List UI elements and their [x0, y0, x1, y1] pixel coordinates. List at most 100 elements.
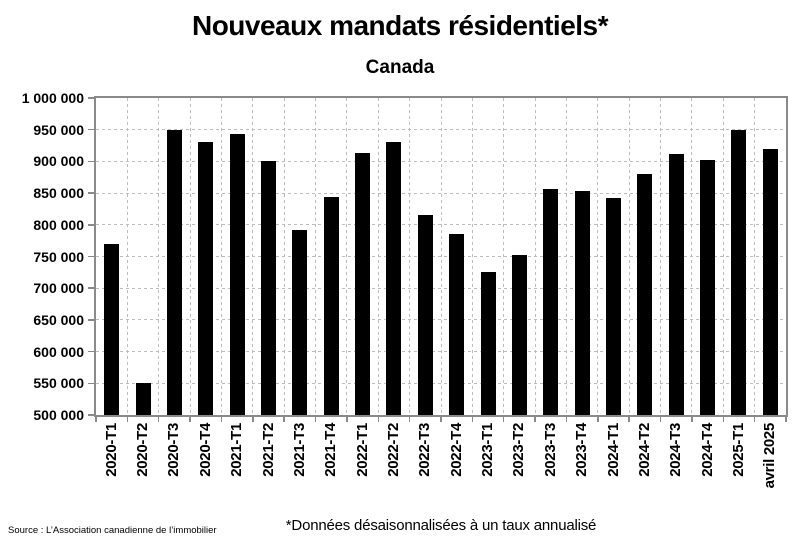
x-axis-tick-label: avril 2025 — [761, 423, 779, 489]
x-axis-tick-label: 2021-T2 — [259, 423, 277, 477]
x-axis-tick — [785, 417, 787, 422]
source-note: Source : L’Association canadienne de l’i… — [8, 525, 217, 536]
gridline-vertical — [409, 98, 411, 415]
gridline-vertical — [346, 98, 348, 415]
bar-2022-T2 — [386, 141, 402, 415]
x-axis-tick — [377, 417, 380, 422]
plot-area — [94, 96, 788, 417]
gridline-vertical — [440, 98, 442, 415]
x-axis-tick-label: 2024-T2 — [635, 423, 653, 477]
x-axis-tick — [691, 417, 693, 422]
x-axis-tick-label: 2024-T3 — [667, 423, 685, 477]
x-axis-tick — [722, 417, 725, 422]
y-axis-tick — [88, 255, 94, 258]
bar-2021-T2 — [261, 161, 276, 415]
bar-2020-T3 — [166, 130, 182, 415]
gridline-vertical — [565, 98, 567, 415]
x-axis-tick — [157, 417, 160, 422]
gridline-vertical — [283, 98, 285, 415]
bar-2024-T3 — [668, 153, 684, 415]
bar-2020-T1 — [104, 244, 120, 415]
x-axis-tick-label: 2020-T1 — [102, 423, 120, 477]
gridline-vertical — [754, 98, 756, 415]
x-axis-tick — [346, 417, 348, 422]
bar-2024-T2 — [637, 174, 653, 415]
x-axis-tick — [314, 417, 317, 422]
bar-2021-T4 — [323, 196, 339, 415]
gridline-vertical — [628, 98, 630, 415]
bar-2024-T1 — [606, 198, 621, 415]
x-axis-tick — [126, 417, 129, 422]
x-axis-tick — [659, 417, 662, 422]
chart-subtitle: Canada — [365, 57, 435, 78]
x-axis-tick — [628, 417, 630, 422]
x-axis-tick-label: 2022-T1 — [353, 423, 371, 477]
x-axis-tick — [408, 417, 411, 422]
x-axis-tick-label: 2022-T2 — [384, 423, 402, 477]
gridline-vertical — [691, 98, 693, 415]
page-title: Nouveaux mandats résidentiels* — [191, 10, 609, 41]
bar-2022-T3 — [417, 214, 433, 415]
y-axis-tick-label: 750 000 — [33, 248, 84, 265]
bar-avril 2025 — [762, 149, 778, 415]
y-axis-tick — [88, 192, 94, 194]
bar-2022-T1 — [355, 153, 371, 415]
y-axis-tick — [88, 319, 94, 321]
y-axis-tick-label: 700 000 — [33, 280, 84, 297]
x-axis-tick-label: 2022-T4 — [447, 423, 465, 477]
x-axis-tick — [471, 417, 474, 422]
bar-2020-T4 — [198, 142, 214, 415]
x-axis-tick-label: 2024-T1 — [604, 423, 622, 477]
gridline-vertical — [534, 98, 536, 415]
bar-2023-T1 — [480, 272, 496, 415]
gridline-vertical — [189, 98, 191, 415]
x-axis-tick — [753, 417, 756, 422]
x-axis-tick — [534, 417, 536, 422]
x-axis-tick-label: 2023-T3 — [541, 423, 559, 477]
y-axis-tick-label: 850 000 — [33, 185, 84, 202]
chart-footnote: *Données désaisonnalisées à un taux annu… — [285, 517, 597, 534]
y-axis-tick — [88, 382, 94, 385]
gridline-vertical — [126, 98, 128, 415]
y-axis-tick-label: 950 000 — [33, 121, 84, 138]
x-axis-tick — [440, 417, 442, 422]
gridline-vertical — [503, 98, 505, 415]
x-axis-tick-label: 2021-T3 — [290, 423, 308, 477]
gridline-vertical — [597, 98, 599, 415]
x-axis-tick — [597, 417, 599, 422]
gridline-vertical — [220, 98, 222, 415]
y-axis-tick-label: 650 000 — [33, 311, 84, 328]
y-axis-tick — [88, 97, 94, 99]
gridline-vertical — [660, 98, 662, 415]
x-axis-tick-label: 2020-T3 — [165, 423, 183, 477]
y-axis-tick — [88, 287, 94, 289]
bar-2023-T3 — [543, 189, 559, 415]
y-axis-tick-label: 1 000 000 — [21, 90, 84, 106]
x-axis-tick-label: 2024-T4 — [698, 423, 716, 477]
x-axis-tick — [565, 417, 568, 422]
x-axis-tick-label: 2022-T3 — [416, 423, 434, 477]
y-axis-tick-label: 550 000 — [33, 375, 84, 392]
x-axis-tick-label: 2023-T4 — [573, 423, 591, 477]
bar-2021-T1 — [229, 133, 245, 415]
y-axis-tick-label: 800 000 — [33, 216, 84, 233]
x-axis-tick-label: 2020-T4 — [196, 423, 214, 477]
x-axis-tick — [283, 417, 285, 422]
x-axis-tick-label: 2020-T2 — [134, 423, 152, 477]
gridline-vertical — [377, 98, 379, 415]
y-axis-tick — [88, 224, 94, 226]
x-axis-tick-label: 2025-T1 — [729, 423, 747, 477]
x-axis-tick — [220, 417, 223, 422]
y-axis-tick — [88, 160, 94, 163]
y-axis-tick-label: 500 000 — [33, 407, 84, 423]
x-axis-tick — [189, 417, 191, 422]
x-axis-tick — [502, 417, 505, 422]
x-axis-tick — [95, 417, 97, 422]
gridline-vertical — [471, 98, 473, 415]
y-axis-tick — [88, 414, 94, 416]
y-axis-tick — [88, 128, 94, 131]
x-axis-tick-label: 2021-T4 — [322, 423, 340, 477]
gridline-vertical — [722, 98, 724, 415]
y-axis-tick-label: 600 000 — [33, 343, 84, 360]
x-axis-tick-label: 2023-T1 — [479, 423, 497, 477]
